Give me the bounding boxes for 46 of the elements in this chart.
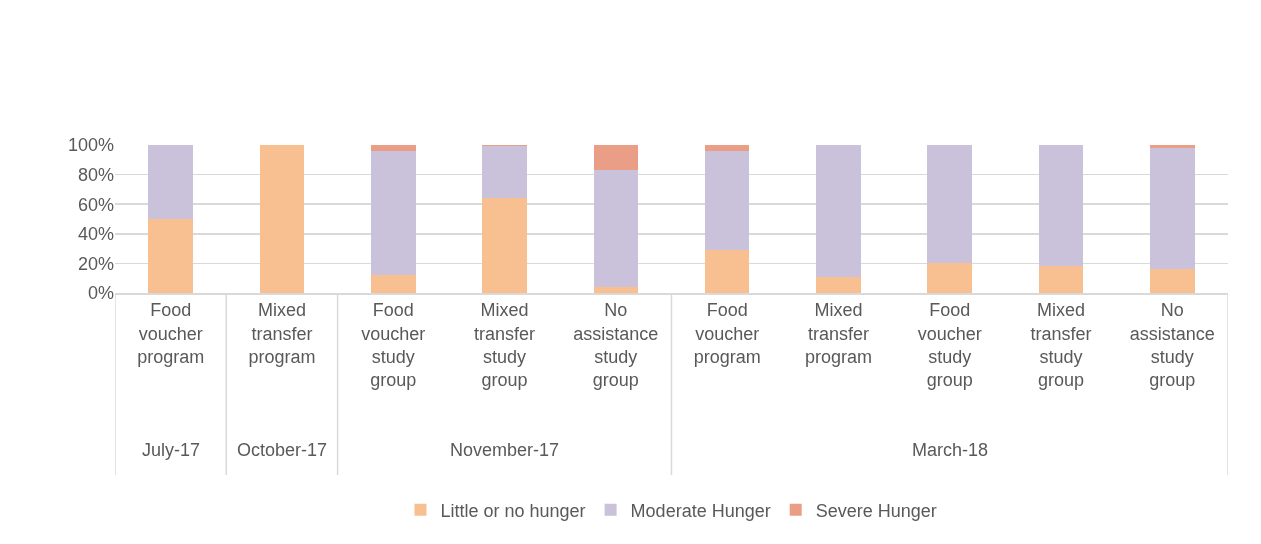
y-tick-label: 20%	[77, 253, 114, 274]
bar	[148, 145, 193, 219]
y-tick-label: 100%	[67, 135, 114, 156]
bar	[704, 150, 750, 251]
y-tick-label: 60%	[77, 194, 114, 215]
bar	[593, 287, 639, 293]
x-tick-label: Mixed transfer study group	[474, 300, 536, 391]
text: July-17	[142, 440, 201, 460]
x-tick-label: Mixed transfer study group	[1030, 300, 1092, 391]
x-tick-label: Mixed transfer program	[248, 300, 316, 367]
text: March-18	[912, 440, 989, 460]
text: November-17	[450, 440, 560, 460]
bar	[1150, 147, 1195, 270]
y-tick-label: 0%	[87, 283, 114, 304]
bar	[482, 146, 527, 199]
y-tick-label: 80%	[77, 164, 114, 185]
bar	[927, 145, 973, 264]
x-tick-label: Food voucher program	[693, 300, 761, 367]
bar	[370, 150, 416, 276]
bar	[593, 170, 639, 288]
bar	[370, 275, 416, 293]
x-tick-label: Mixed transfer program	[804, 300, 872, 367]
legend-label: Little or no hunger	[440, 500, 586, 521]
bar	[148, 219, 193, 293]
legend-label: Moderate Hunger	[630, 500, 771, 521]
bar	[259, 145, 305, 293]
bar	[704, 145, 750, 151]
bar	[1038, 145, 1084, 267]
bar	[593, 145, 639, 171]
x-tick-label: Food voucher study group	[361, 300, 426, 391]
x-tick-label: No assistance study group	[1129, 300, 1215, 391]
legend-label: Severe Hunger	[815, 500, 937, 521]
bar	[816, 276, 861, 293]
bar	[1038, 266, 1084, 293]
bar	[370, 145, 416, 151]
text: October-17	[237, 440, 328, 460]
x-tick-label: Food voucher study group	[917, 300, 982, 391]
bar	[482, 198, 527, 293]
bar	[1150, 269, 1195, 293]
x-tick-label: Food voucher program	[137, 300, 205, 367]
bar	[816, 145, 861, 277]
x-tick-label: No assistance study group	[573, 300, 659, 391]
bar	[704, 250, 750, 293]
bar	[1150, 145, 1195, 148]
y-tick-label: 40%	[77, 224, 114, 245]
bar	[927, 263, 973, 293]
